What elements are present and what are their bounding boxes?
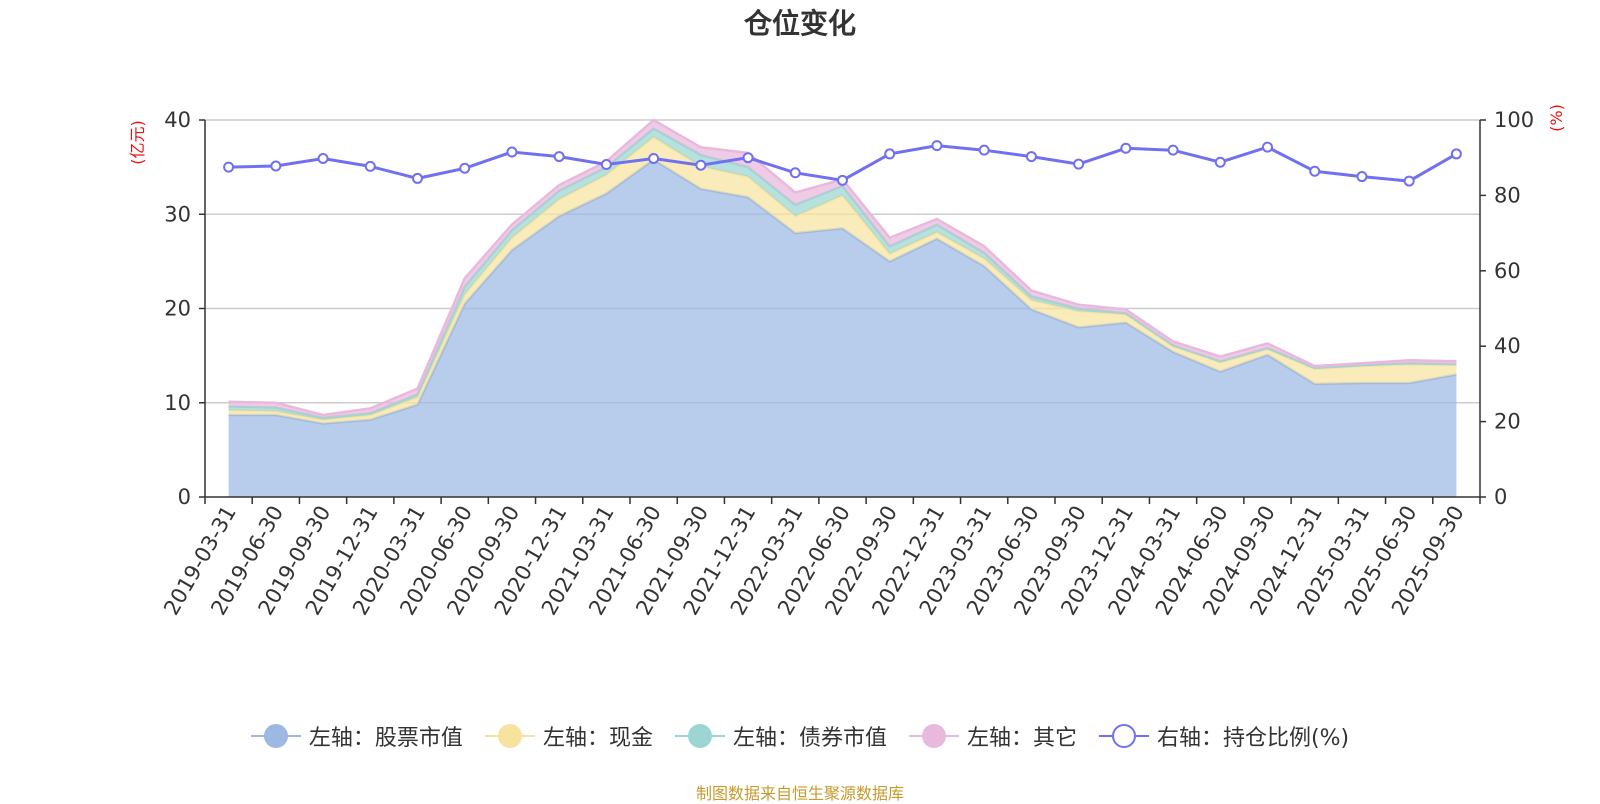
ratio-point-8	[600, 158, 612, 170]
ratio-point-5	[459, 162, 471, 174]
right-tick-label-5: 100	[1494, 108, 1534, 132]
legend-item-ratio[interactable]: 右轴：持仓比例(%)	[1098, 720, 1350, 752]
left-tick-label-2: 20	[164, 297, 191, 321]
legend-swatch-ratio-icon	[1098, 724, 1149, 748]
legend-item-stock[interactable]: 左轴：股票市值	[250, 720, 463, 752]
legend-item-other[interactable]: 左轴：其它	[908, 720, 1077, 752]
ratio-point-17	[1025, 151, 1037, 163]
ratio-point-15	[931, 140, 943, 152]
left-tick-label-1: 10	[164, 391, 191, 415]
source-note: 制图数据来自恒生聚源数据库	[695, 784, 904, 803]
ratio-point-2	[317, 152, 329, 164]
ratio-point-9	[648, 152, 660, 164]
ratio-point-18	[1073, 158, 1085, 170]
ratio-point-22	[1262, 141, 1273, 153]
ratio-point-19	[1120, 142, 1132, 154]
left-tick-label-3: 30	[164, 202, 191, 226]
left-tick-label-4: 40	[164, 108, 191, 132]
ratio-point-20	[1167, 144, 1179, 156]
legend-item-bond[interactable]: 左轴：债券市值	[674, 720, 887, 752]
ratio-point-6	[506, 146, 518, 158]
chart-legend: 左轴：股票市值 左轴：现金 左轴：债券市值 左轴：其它 右轴：持仓比例(%)	[0, 720, 1600, 752]
right-tick-label-3: 60	[1494, 259, 1521, 283]
legend-label-cash: 左轴：现金	[542, 726, 653, 751]
ratio-point-1	[270, 160, 282, 172]
ratio-point-12	[789, 167, 801, 179]
left-axis-title: (亿元)	[128, 120, 147, 165]
legend-label-stock: 左轴：股票市值	[308, 726, 463, 751]
ratio-point-0	[223, 161, 235, 173]
right-tick-label-4: 80	[1494, 183, 1521, 207]
ratio-point-26	[1450, 148, 1462, 160]
ratio-point-4	[412, 172, 423, 184]
ratio-point-13	[837, 174, 848, 186]
legend-swatch-cash-icon	[484, 724, 535, 748]
legend-label-other: 左轴：其它	[966, 726, 1077, 751]
ratio-point-24	[1356, 171, 1368, 183]
legend-swatch-stock-icon	[250, 724, 301, 748]
right-tick-label-0: 0	[1494, 485, 1507, 509]
ratio-point-23	[1309, 165, 1321, 177]
legend-swatch-bond-icon	[674, 724, 725, 748]
legend-label-bond: 左轴：债券市值	[732, 726, 887, 751]
ratio-point-7	[553, 151, 565, 163]
legend-item-cash[interactable]: 左轴：现金	[484, 720, 653, 752]
ratio-point-3	[364, 160, 376, 172]
left-tick-label-0: 0	[178, 485, 191, 509]
right-axis-title: (%)	[1547, 104, 1566, 132]
right-tick-label-2: 40	[1494, 334, 1521, 358]
ratio-point-14	[884, 148, 896, 160]
area-series-0	[228, 159, 1457, 497]
right-tick-label-1: 20	[1494, 410, 1521, 434]
ratio-point-11	[742, 152, 754, 164]
legend-swatch-other-icon	[908, 724, 959, 748]
chart-title: 仓位变化	[743, 7, 856, 40]
ratio-point-16	[978, 144, 990, 156]
ratio-point-21	[1214, 156, 1226, 168]
legend-label-ratio: 右轴：持仓比例(%)	[1156, 726, 1350, 751]
ratio-point-10	[695, 159, 707, 171]
ratio-point-25	[1403, 175, 1415, 187]
